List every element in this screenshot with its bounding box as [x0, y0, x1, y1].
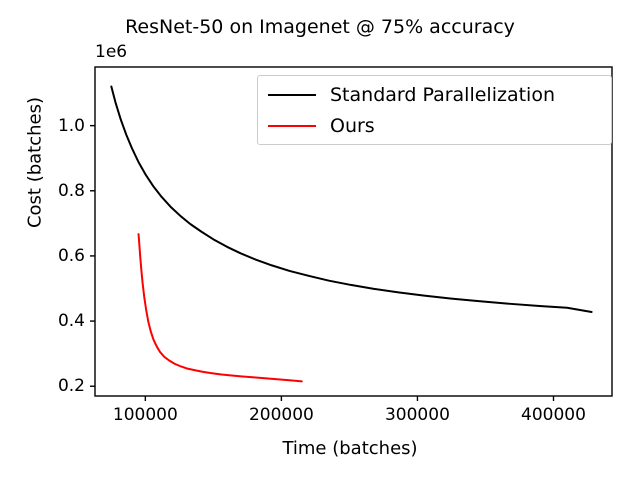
axes-frame: [94, 66, 613, 397]
chart-title: ResNet-50 on Imagenet @ 75% accuracy: [125, 16, 515, 38]
y-axis-offset-text: 1e6: [95, 42, 128, 62]
legend-line-swatch: [268, 94, 316, 96]
x-tick-label: 200000: [248, 405, 314, 425]
x-tick-label: 300000: [384, 405, 450, 425]
y-tick-label: 0.2: [57, 376, 85, 397]
legend-label: Ours: [330, 114, 375, 137]
chart-legend: Standard Parallelization Ours: [257, 75, 612, 145]
y-tick-label: 0.4: [57, 311, 85, 332]
x-tick-label: 400000: [521, 405, 586, 425]
legend-line-swatch: [268, 125, 316, 127]
series-line: [110, 85, 593, 313]
y-tick-label: 0.6: [57, 245, 85, 266]
legend-label: Standard Parallelization: [330, 83, 555, 106]
x-axis-label: Time (batches): [282, 438, 418, 459]
y-tick-label: 1.0: [57, 115, 85, 136]
legend-item[interactable]: Standard Parallelization: [268, 80, 555, 110]
legend-item[interactable]: Ours: [268, 111, 375, 141]
y-axis-label: Cost (batches): [24, 96, 46, 229]
series-line: [137, 233, 303, 383]
x-tick-label: 100000: [112, 405, 178, 425]
y-tick-label: 0.8: [57, 180, 85, 201]
